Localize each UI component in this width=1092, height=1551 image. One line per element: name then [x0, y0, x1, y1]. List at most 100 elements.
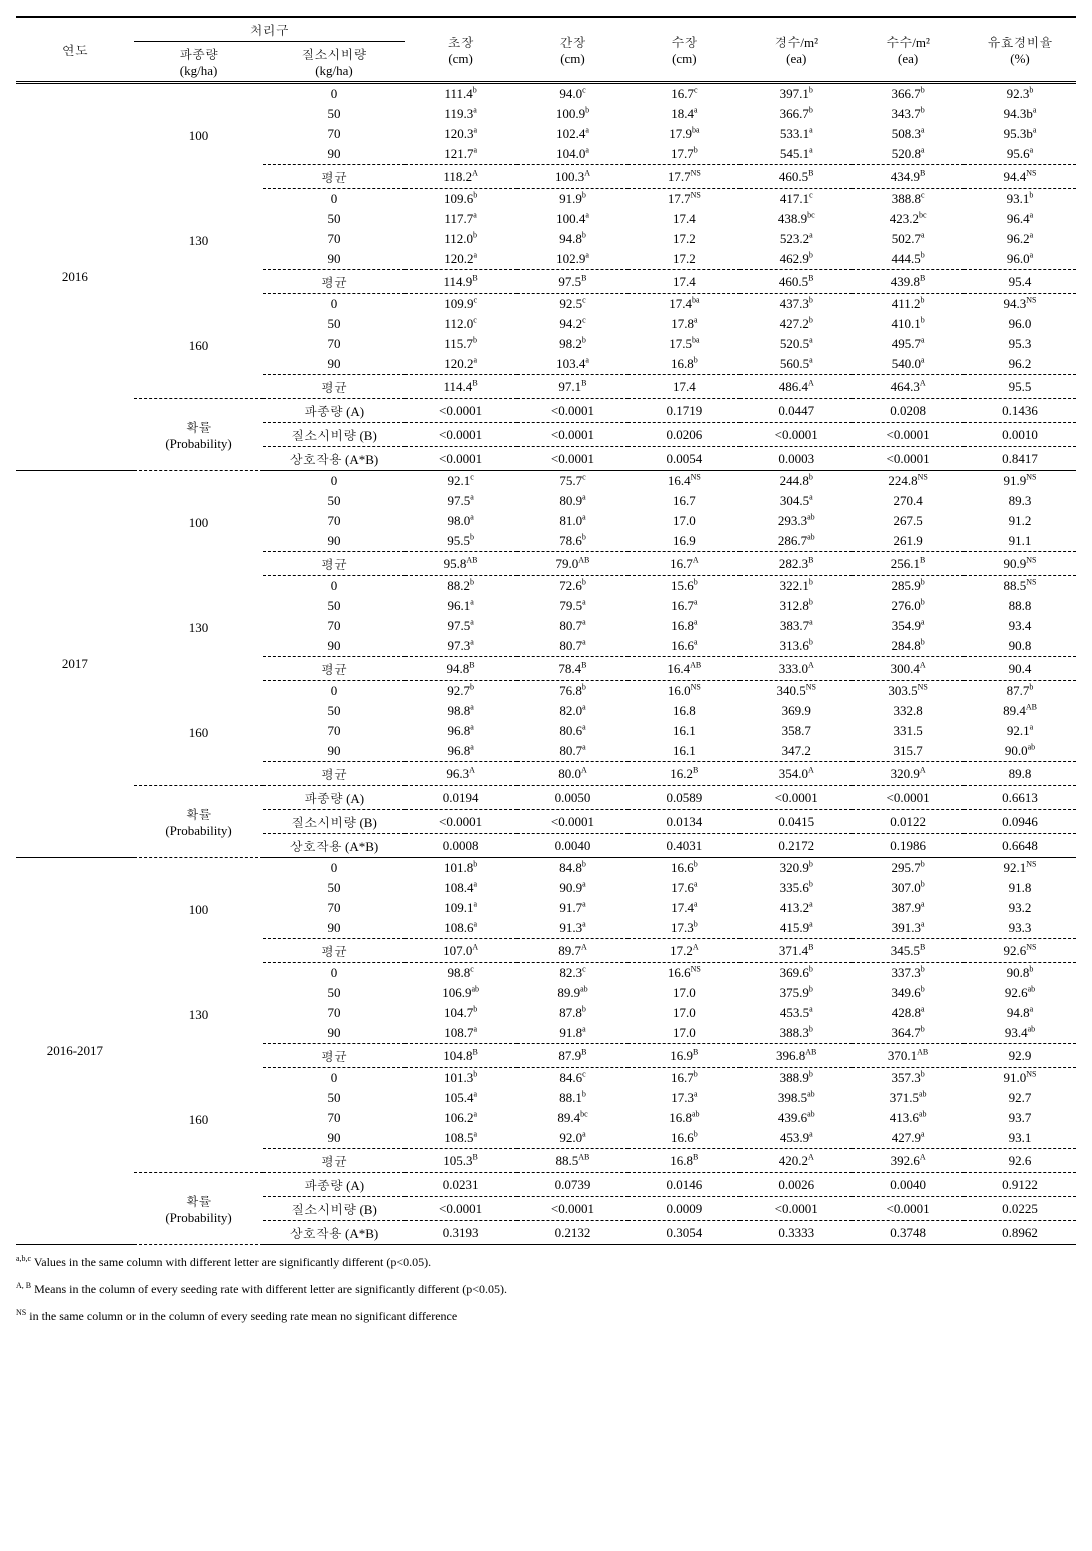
- data-cell: 100.3A: [517, 165, 629, 189]
- data-cell: 87.9B: [517, 1044, 629, 1068]
- data-cell: 520.5a: [740, 334, 852, 354]
- data-cell: 93.4: [964, 616, 1076, 636]
- nitrogen-cell: 평균: [263, 657, 404, 681]
- data-cell: 94.2c: [517, 314, 629, 334]
- prob-factor-cell: 질소시비량 (B): [263, 1197, 404, 1221]
- prob-label-cell: 확률(Probability): [134, 786, 264, 858]
- prob-factor-cell: 파종량 (A): [263, 399, 404, 423]
- data-cell: 78.4B: [517, 657, 629, 681]
- data-cell: 17.4a: [628, 898, 740, 918]
- data-cell: 98.2b: [517, 334, 629, 354]
- footnote-1: a,b,c Values in the same column with dif…: [16, 1255, 1076, 1270]
- data-cell: 15.6b: [628, 576, 740, 597]
- prob-value-cell: 0.2172: [740, 834, 852, 858]
- data-cell: 320.9b: [740, 858, 852, 879]
- prob-value-cell: 0.0146: [628, 1173, 740, 1197]
- data-cell: 347.2: [740, 741, 852, 762]
- data-cell: 17.3b: [628, 918, 740, 939]
- data-cell: 112.0b: [405, 229, 517, 249]
- data-cell: 17.9ba: [628, 124, 740, 144]
- data-cell: 462.9b: [740, 249, 852, 270]
- data-cell: 95.5b: [405, 531, 517, 552]
- data-cell: 545.1a: [740, 144, 852, 165]
- hdr-treatment: 처리구: [134, 17, 405, 42]
- prob-factor-cell: 상호작용 (A*B): [263, 1221, 404, 1245]
- data-cell: 354.0A: [740, 762, 852, 786]
- nitrogen-cell: 평균: [263, 552, 404, 576]
- data-cell: 370.1AB: [852, 1044, 964, 1068]
- data-cell: 18.4a: [628, 104, 740, 124]
- hdr-ears: 수수/m²(ea): [852, 17, 964, 83]
- data-cell: 105.4a: [405, 1088, 517, 1108]
- data-cell: 92.5c: [517, 294, 629, 315]
- nitrogen-cell: 90: [263, 144, 404, 165]
- data-cell: 90.8b: [964, 963, 1076, 984]
- prob-value-cell: 0.0040: [517, 834, 629, 858]
- data-cell: 415.9a: [740, 918, 852, 939]
- nitrogen-cell: 50: [263, 104, 404, 124]
- data-cell: 93.4ab: [964, 1023, 1076, 1044]
- data-cell: 121.7a: [405, 144, 517, 165]
- data-cell: 300.4A: [852, 657, 964, 681]
- data-cell: 108.7a: [405, 1023, 517, 1044]
- data-cell: 383.7a: [740, 616, 852, 636]
- data-cell: 108.6a: [405, 918, 517, 939]
- seeding-cell: 130: [134, 963, 264, 1068]
- data-cell: 92.1c: [405, 471, 517, 492]
- data-cell: 87.8b: [517, 1003, 629, 1023]
- data-cell: 295.7b: [852, 858, 964, 879]
- data-cell: 16.0NS: [628, 681, 740, 702]
- nitrogen-cell: 90: [263, 741, 404, 762]
- prob-value-cell: 0.0231: [405, 1173, 517, 1197]
- prob-value-cell: <0.0001: [740, 1197, 852, 1221]
- data-cell: 97.5B: [517, 270, 629, 294]
- nitrogen-cell: 0: [263, 963, 404, 984]
- data-cell: 94.3ba: [964, 104, 1076, 124]
- data-cell: 109.1a: [405, 898, 517, 918]
- prob-value-cell: 0.1986: [852, 834, 964, 858]
- nitrogen-cell: 90: [263, 531, 404, 552]
- nitrogen-cell: 0: [263, 858, 404, 879]
- nitrogen-cell: 70: [263, 721, 404, 741]
- prob-value-cell: 0.6648: [964, 834, 1076, 858]
- data-cell: 97.1B: [517, 375, 629, 399]
- data-cell: 82.3c: [517, 963, 629, 984]
- data-cell: 102.4a: [517, 124, 629, 144]
- data-cell: 303.5NS: [852, 681, 964, 702]
- data-cell: 90.8: [964, 636, 1076, 657]
- nitrogen-cell: 70: [263, 616, 404, 636]
- data-cell: 16.1: [628, 741, 740, 762]
- prob-value-cell: <0.0001: [405, 423, 517, 447]
- data-cell: 396.8AB: [740, 1044, 852, 1068]
- data-cell: 16.6b: [628, 1128, 740, 1149]
- prob-value-cell: 0.0206: [628, 423, 740, 447]
- nitrogen-cell: 50: [263, 314, 404, 334]
- data-cell: 96.3A: [405, 762, 517, 786]
- data-cell: 349.6b: [852, 983, 964, 1003]
- prob-value-cell: 0.1719: [628, 399, 740, 423]
- hdr-eff: 유효경비율(%): [964, 17, 1076, 83]
- data-cell: 520.8a: [852, 144, 964, 165]
- data-cell: 104.0a: [517, 144, 629, 165]
- data-cell: 364.7b: [852, 1023, 964, 1044]
- prob-value-cell: 0.0225: [964, 1197, 1076, 1221]
- hdr-nitrogen: 질소시비량(kg/ha): [263, 42, 404, 83]
- data-cell: 434.9B: [852, 165, 964, 189]
- data-cell: 560.5a: [740, 354, 852, 375]
- data-cell: 340.5NS: [740, 681, 852, 702]
- data-cell: 92.6NS: [964, 939, 1076, 963]
- data-cell: 486.4A: [740, 375, 852, 399]
- data-cell: 540.0a: [852, 354, 964, 375]
- prob-value-cell: <0.0001: [517, 1197, 629, 1221]
- nitrogen-cell: 50: [263, 209, 404, 229]
- prob-value-cell: 0.0050: [517, 786, 629, 810]
- data-cell: 388.3b: [740, 1023, 852, 1044]
- data-cell: 89.9ab: [517, 983, 629, 1003]
- data-cell: 16.6b: [628, 858, 740, 879]
- data-cell: 343.7b: [852, 104, 964, 124]
- data-cell: 96.4a: [964, 209, 1076, 229]
- data-cell: 502.7a: [852, 229, 964, 249]
- seeding-cell: 130: [134, 189, 264, 294]
- data-cell: 423.2bc: [852, 209, 964, 229]
- data-cell: 89.3: [964, 491, 1076, 511]
